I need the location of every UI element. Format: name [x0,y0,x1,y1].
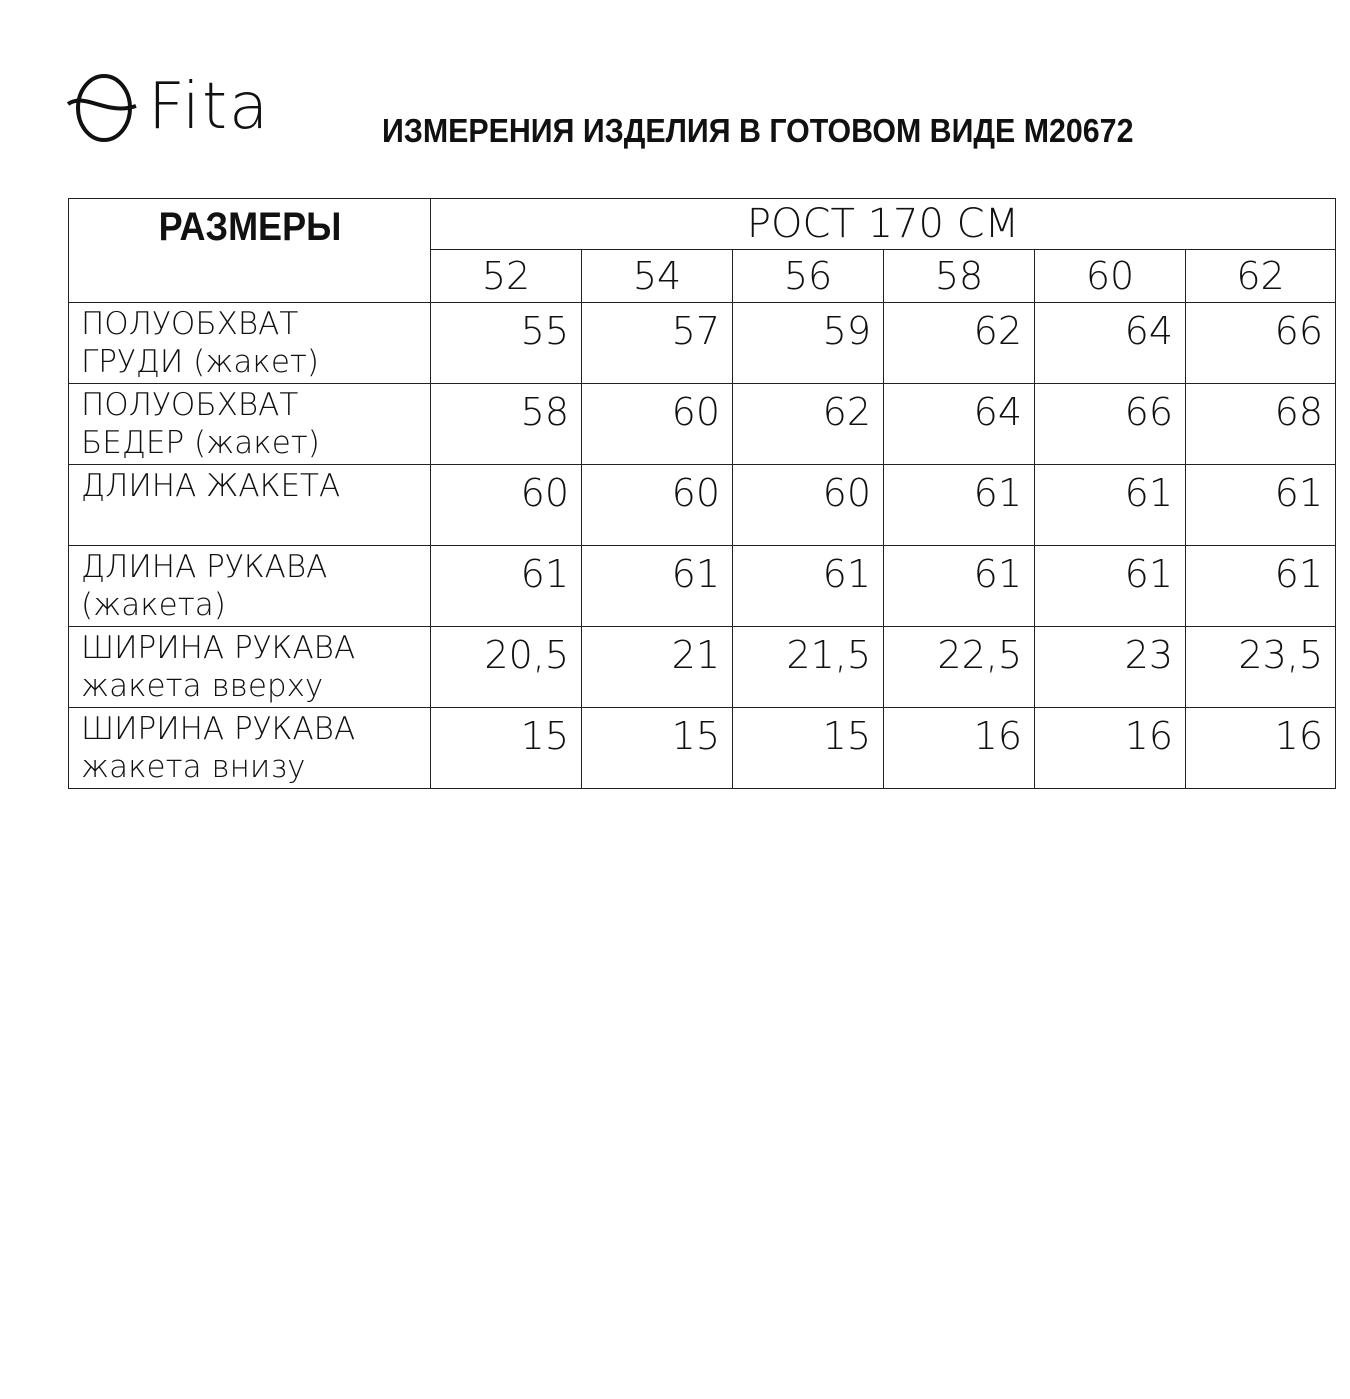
row-label: ПОЛУОБХВАТ БЕДЕР (жакет) [68,383,431,465]
measurement-cell: 60 [581,464,733,546]
size-header-52: 52 [430,249,582,303]
size-table: РАЗМЕРЫ РОСТ 170 СМ 52 54 56 58 60 62 ПОЛУОБХ… [68,198,1336,789]
measurement-cell: 16 [883,707,1035,789]
table-row: ПОЛУОБХВАТ ГРУДИ (жакет) 55 57 59 62 64 66 [68,302,1336,384]
size-header-54: 54 [581,249,733,303]
table-row: ШИРИНА РУКАВА жакета внизу 15 15 15 16 16 16 [68,707,1336,789]
row-label-line: ДЛИНА ЖАКЕТА [81,468,341,504]
table-row: ДЛИНА РУКАВА (жакета) 61 61 61 61 61 61 [68,545,1336,627]
sizes-header: РАЗМЕРЫ [86,198,413,303]
table-row: ШИРИНА РУКАВА жакета вверху 20,5 21 21,5 22,5… [68,626,1336,708]
size-header-60: 60 [1034,249,1186,303]
measurement-cell: 60 [430,464,582,546]
measurement-cell: 22,5 [883,626,1035,708]
brand-logo: Fita [66,70,270,144]
row-label-line: ШИРИНА РУКАВА [81,711,356,747]
measurement-cell: 62 [883,302,1035,384]
measurement-cell: 60 [581,383,733,465]
size-header-56: 56 [732,249,884,303]
measurement-cell: 61 [581,545,733,627]
measurement-cell: 66 [1185,302,1336,384]
measurement-cell: 15 [430,707,582,789]
measurement-cell: 15 [732,707,884,789]
measurement-cell: 20,5 [430,626,582,708]
measurement-cell: 55 [430,302,582,384]
measurement-cell: 61 [883,464,1035,546]
page-title: ИЗМЕРЕНИЯ ИЗДЕЛИЯ В ГОТОВОМ ВИДЕ M20672 [382,112,1134,149]
row-label: ШИРИНА РУКАВА жакета внизу [68,707,431,789]
measurement-cell: 23 [1034,626,1186,708]
row-label-line: (жакета) [81,587,226,623]
measurement-cell: 62 [732,383,884,465]
row-label-line: жакета внизу [81,749,306,785]
row-label-line: ГРУДИ (жакет) [81,344,320,380]
brand-name: Fita [148,70,271,144]
row-label: ПОЛУОБХВАТ ГРУДИ (жакет) [68,302,431,384]
measurement-cell: 66 [1034,383,1186,465]
measurement-cell: 58 [430,383,582,465]
table-row: ПОЛУОБХВАТ БЕДЕР (жакет) 58 60 62 64 66 68 [68,383,1336,465]
size-header-58: 58 [883,249,1035,303]
row-label-line: ПОЛУОБХВАТ [81,306,299,342]
measurement-cell: 61 [883,545,1035,627]
row-label-line: ДЛИНА РУКАВА [81,549,328,585]
measurement-cell: 61 [1185,464,1336,546]
measurement-cell: 61 [1185,545,1336,627]
measurement-cell: 61 [1034,545,1186,627]
measurement-cell: 61 [732,545,884,627]
measurement-cell: 57 [581,302,733,384]
measurement-cell: 16 [1034,707,1186,789]
measurement-cell: 21,5 [732,626,884,708]
row-label-line: БЕДЕР (жакет) [81,425,320,461]
measurement-cell: 59 [732,302,884,384]
measurement-cell: 23,5 [1185,626,1336,708]
measurement-cell: 64 [1034,302,1186,384]
row-label: ШИРИНА РУКАВА жакета вверху [68,626,431,708]
row-label-line: ПОЛУОБХВАТ [81,387,299,423]
measurement-cell: 60 [732,464,884,546]
size-header-62: 62 [1185,249,1336,303]
measurement-cell: 61 [1034,464,1186,546]
row-label: ДЛИНА РУКАВА (жакета) [68,545,431,627]
measurement-cell: 61 [430,545,582,627]
fita-logo-icon [66,74,137,142]
measurement-cell: 64 [883,383,1035,465]
table-row: ДЛИНА ЖАКЕТА 60 60 60 61 61 61 [68,464,1336,546]
measurement-cell: 16 [1185,707,1336,789]
measurement-cell: 68 [1185,383,1336,465]
row-label-line: ШИРИНА РУКАВА [81,630,356,666]
height-header: РОСТ 170 СМ [430,198,1336,250]
measurement-cell: 15 [581,707,733,789]
row-label-line: жакета вверху [81,668,324,704]
measurement-cell: 21 [581,626,733,708]
row-label: ДЛИНА ЖАКЕТА [68,464,431,546]
